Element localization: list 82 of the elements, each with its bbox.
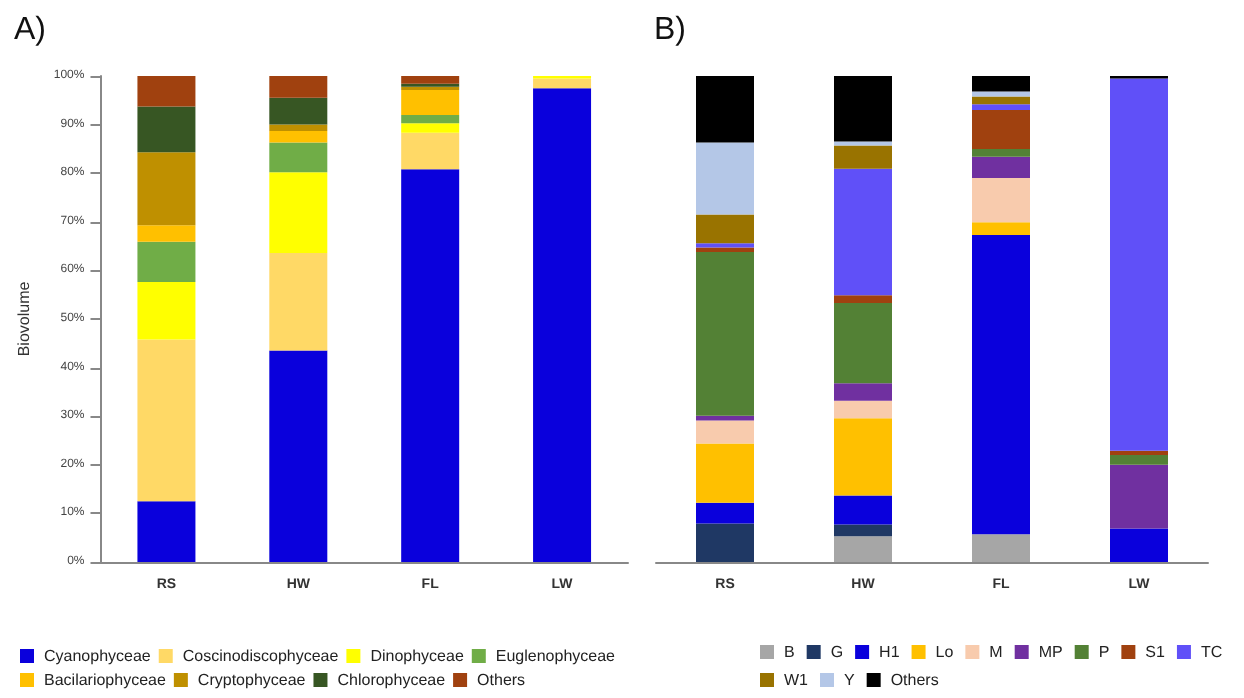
legend-label: W1 xyxy=(784,671,810,689)
legend-label: Dinophyceae xyxy=(370,647,465,665)
bar xyxy=(137,76,196,107)
bar xyxy=(1110,78,1168,451)
bar xyxy=(137,241,196,283)
bar xyxy=(137,106,196,153)
bar xyxy=(834,383,892,401)
legend-label: P xyxy=(1098,643,1110,661)
bar xyxy=(834,168,892,296)
bar xyxy=(834,495,892,525)
bar xyxy=(401,76,460,84)
bar xyxy=(834,536,892,562)
bar xyxy=(401,90,460,115)
chart-title: B) xyxy=(654,13,686,47)
legend-label: TC xyxy=(1200,643,1223,661)
bar xyxy=(972,104,1030,111)
bar xyxy=(834,302,892,384)
legend-label: Coscinodiscophyceae xyxy=(182,647,340,665)
bar xyxy=(696,142,754,215)
bar xyxy=(972,156,1030,179)
legend-label: MP xyxy=(1038,643,1063,661)
bar xyxy=(972,222,1030,235)
bar xyxy=(696,214,754,244)
legend-label: Y xyxy=(844,671,856,689)
bar xyxy=(269,172,328,253)
bar xyxy=(137,339,196,502)
legend-label: Bacilariophyceae xyxy=(44,671,167,689)
bar xyxy=(401,132,460,170)
bar xyxy=(696,523,754,562)
bar xyxy=(834,400,892,419)
bar xyxy=(834,295,892,303)
y-axis-title: Biovolume xyxy=(15,280,33,357)
bar xyxy=(972,234,1030,535)
legend-label: S1 xyxy=(1145,643,1167,661)
bar xyxy=(972,534,1030,562)
legend-label: M xyxy=(989,643,1004,661)
bar xyxy=(834,418,892,496)
bar xyxy=(696,420,754,444)
legend-label: H1 xyxy=(879,643,901,661)
bar xyxy=(269,252,328,351)
legend-label: Cyanophyceae xyxy=(44,647,152,665)
bar xyxy=(137,501,196,562)
legend-label: Others xyxy=(477,671,526,689)
bar xyxy=(972,148,1030,157)
bar xyxy=(401,169,460,562)
bar xyxy=(834,76,892,142)
bar xyxy=(269,350,328,562)
bar xyxy=(696,251,754,416)
bar xyxy=(972,76,1030,92)
bar xyxy=(972,110,1030,149)
bar xyxy=(696,502,754,524)
bar xyxy=(137,152,196,226)
bar xyxy=(1110,455,1168,465)
bar xyxy=(401,123,460,133)
legend-label: Others xyxy=(890,671,939,689)
bar xyxy=(269,76,328,98)
bar xyxy=(401,114,460,124)
bar xyxy=(137,282,196,340)
legend-label: B xyxy=(784,643,795,661)
legend-label: Cryptophyceae xyxy=(197,671,307,689)
bar xyxy=(972,96,1030,105)
bar xyxy=(834,145,892,169)
bar xyxy=(1110,464,1168,529)
chart-title: A) xyxy=(14,13,46,47)
legend-label: G xyxy=(830,643,844,661)
bar xyxy=(269,124,328,131)
bar xyxy=(137,225,196,242)
bar xyxy=(1110,450,1168,456)
legend-label: Euglenophyceae xyxy=(495,647,617,665)
bar xyxy=(696,76,754,143)
bar xyxy=(269,97,328,125)
bar xyxy=(834,524,892,537)
bar xyxy=(696,415,754,421)
legend-label: Chlorophyceae xyxy=(337,671,447,689)
bar xyxy=(1110,528,1168,562)
legend-label: Lo xyxy=(935,643,955,661)
bar xyxy=(533,78,592,89)
bar xyxy=(269,142,328,173)
bar xyxy=(972,178,1030,223)
bar xyxy=(696,443,754,503)
bar xyxy=(269,130,328,143)
bar xyxy=(533,88,592,562)
